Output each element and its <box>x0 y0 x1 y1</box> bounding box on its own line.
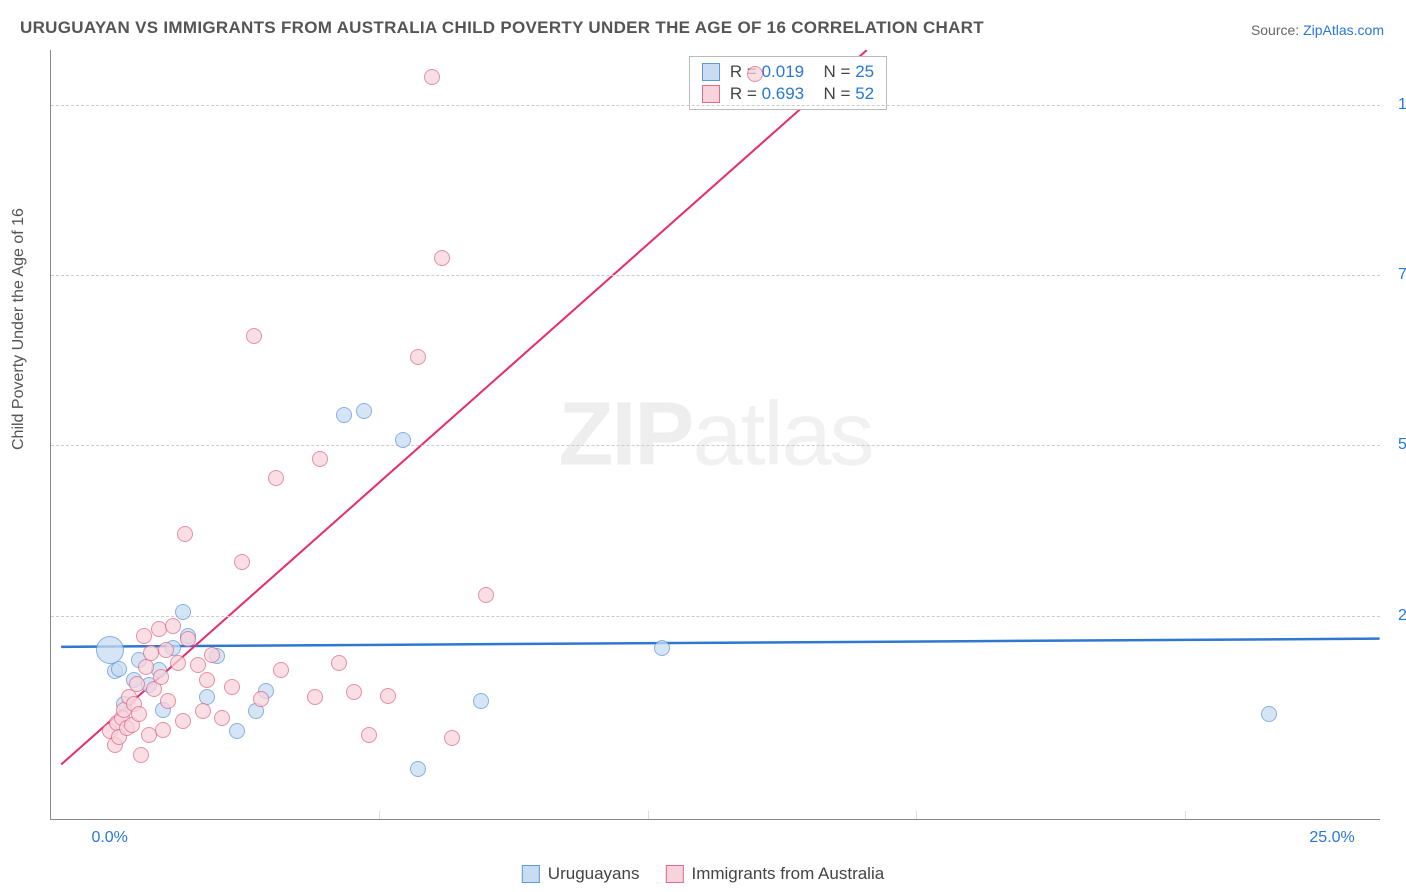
legend-swatch <box>522 865 540 883</box>
legend-swatch <box>702 63 720 81</box>
data-point-australia <box>331 655 347 671</box>
data-point-australia <box>141 727 157 743</box>
data-point-australia <box>361 727 377 743</box>
data-point-australia <box>129 676 145 692</box>
data-point-australia <box>253 691 269 707</box>
legend-stats-row-australia: R = 0.693 N = 52 <box>690 83 886 105</box>
data-point-australia <box>273 662 289 678</box>
data-point-australia <box>444 730 460 746</box>
x-minor-tick <box>1185 811 1186 819</box>
data-point-australia <box>153 669 169 685</box>
data-point-uruguayans <box>654 640 670 656</box>
data-point-australia <box>478 587 494 603</box>
data-point-australia <box>155 722 171 738</box>
y-tick-label: 75.0% <box>1386 266 1406 284</box>
data-point-australia <box>268 470 284 486</box>
gridline-h <box>51 105 1380 106</box>
x-tick-label: 0.0% <box>91 829 127 847</box>
data-point-australia <box>410 349 426 365</box>
watermark: ZIPatlas <box>558 383 872 486</box>
y-axis-label: Child Poverty Under the Age of 16 <box>10 208 28 450</box>
x-minor-tick <box>648 811 649 819</box>
gridline-h <box>51 275 1380 276</box>
data-point-australia <box>180 631 196 647</box>
data-point-australia <box>747 66 763 82</box>
data-point-australia <box>190 657 206 673</box>
data-point-uruguayans <box>395 432 411 448</box>
n-label: N = 25 <box>814 62 874 82</box>
data-point-australia <box>380 688 396 704</box>
legend-label: Immigrants from Australia <box>691 864 884 884</box>
data-point-uruguayans <box>473 693 489 709</box>
data-point-uruguayans <box>111 661 127 677</box>
data-point-australia <box>199 672 215 688</box>
data-point-australia <box>204 647 220 663</box>
y-tick-label: 50.0% <box>1386 436 1406 454</box>
data-point-australia <box>246 328 262 344</box>
data-point-uruguayans <box>175 604 191 620</box>
data-point-australia <box>195 703 211 719</box>
data-point-uruguayans <box>229 723 245 739</box>
r-label: R = 0.019 <box>730 62 804 82</box>
data-point-australia <box>143 645 159 661</box>
data-point-australia <box>214 710 230 726</box>
data-point-australia <box>434 250 450 266</box>
watermark-atlas: atlas <box>692 384 872 484</box>
data-point-australia <box>158 642 174 658</box>
gridline-h <box>51 616 1380 617</box>
legend-item-australia: Immigrants from Australia <box>665 864 884 884</box>
series-legend: Uruguayans Immigrants from Australia <box>522 864 884 884</box>
data-point-australia <box>312 451 328 467</box>
chart-title: URUGUAYAN VS IMMIGRANTS FROM AUSTRALIA C… <box>20 18 984 38</box>
source-prefix: Source: <box>1251 22 1303 38</box>
source-link[interactable]: ZipAtlas.com <box>1303 22 1384 38</box>
data-point-uruguayans <box>1261 706 1277 722</box>
data-point-australia <box>177 526 193 542</box>
data-point-australia <box>133 747 149 763</box>
data-point-australia <box>224 679 240 695</box>
data-point-uruguayans <box>96 636 124 664</box>
y-tick-label: 25.0% <box>1386 607 1406 625</box>
data-point-uruguayans <box>410 761 426 777</box>
x-minor-tick <box>916 811 917 819</box>
watermark-zip: ZIP <box>558 384 692 484</box>
legend-stats-row-uruguayans: R = 0.019 N = 25 <box>690 61 886 83</box>
legend-label: Uruguayans <box>548 864 640 884</box>
data-point-australia <box>424 69 440 85</box>
chart-plot-area: ZIPatlas R = 0.019 N = 25R = 0.693 N = 5… <box>50 50 1380 820</box>
n-label: N = 52 <box>814 84 874 104</box>
data-point-australia <box>138 659 154 675</box>
legend-swatch <box>665 865 683 883</box>
gridline-h <box>51 445 1380 446</box>
data-point-uruguayans <box>336 407 352 423</box>
trend-line-uruguayans <box>61 639 1380 647</box>
data-point-australia <box>346 684 362 700</box>
r-label: R = 0.693 <box>730 84 804 104</box>
data-point-australia <box>170 655 186 671</box>
data-point-australia <box>165 618 181 634</box>
legend-item-uruguayans: Uruguayans <box>522 864 640 884</box>
x-minor-tick <box>379 811 380 819</box>
trend-lines-layer <box>51 50 1380 819</box>
data-point-australia <box>131 706 147 722</box>
source-attribution: Source: ZipAtlas.com <box>1251 22 1384 38</box>
data-point-uruguayans <box>356 403 372 419</box>
data-point-australia <box>234 554 250 570</box>
data-point-australia <box>175 713 191 729</box>
data-point-australia <box>307 689 323 705</box>
legend-swatch <box>702 85 720 103</box>
data-point-australia <box>160 693 176 709</box>
data-point-australia <box>151 621 167 637</box>
y-tick-label: 100.0% <box>1386 96 1406 114</box>
x-tick-label: 25.0% <box>1309 829 1354 847</box>
data-point-australia <box>136 628 152 644</box>
correlation-legend: R = 0.019 N = 25R = 0.693 N = 52 <box>689 56 887 110</box>
